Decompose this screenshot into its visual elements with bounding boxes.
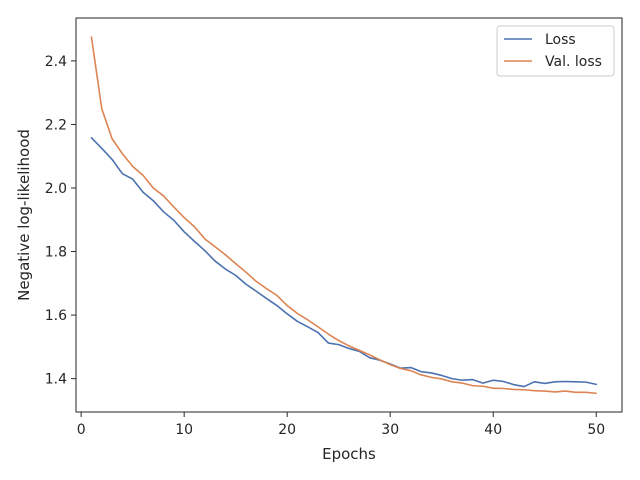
x-tick-label: 40 <box>484 422 502 438</box>
y-tick-label: 1.4 <box>45 372 67 388</box>
y-tick-label: 1.8 <box>45 245 67 261</box>
lines-layer <box>90 36 598 395</box>
y-tick-label: 2.0 <box>45 181 67 197</box>
series-line-val-loss <box>90 36 598 395</box>
x-tick-label: 0 <box>77 422 86 438</box>
legend: Loss Val. loss <box>496 25 615 77</box>
y-axis-label: Negative log-likelihood <box>15 129 33 301</box>
x-tick-label: 50 <box>587 422 605 438</box>
series-line-loss <box>90 136 598 388</box>
legend-label-loss: Loss <box>545 32 576 48</box>
ticks-layer: 0 10 20 30 40 50 1.4 1.6 1.8 2.0 2.2 2.4 <box>45 54 605 438</box>
plot-frame <box>75 17 623 413</box>
y-tick-label: 2.4 <box>45 54 67 70</box>
y-tick-label: 1.6 <box>45 308 67 324</box>
x-tick-label: 30 <box>381 422 399 438</box>
y-tick-label: 2.2 <box>45 117 67 133</box>
x-tick-label: 20 <box>278 422 296 438</box>
legend-label-val-loss: Val. loss <box>545 54 602 70</box>
x-tick-label: 10 <box>175 422 193 438</box>
x-axis-label: Epochs <box>322 445 376 463</box>
